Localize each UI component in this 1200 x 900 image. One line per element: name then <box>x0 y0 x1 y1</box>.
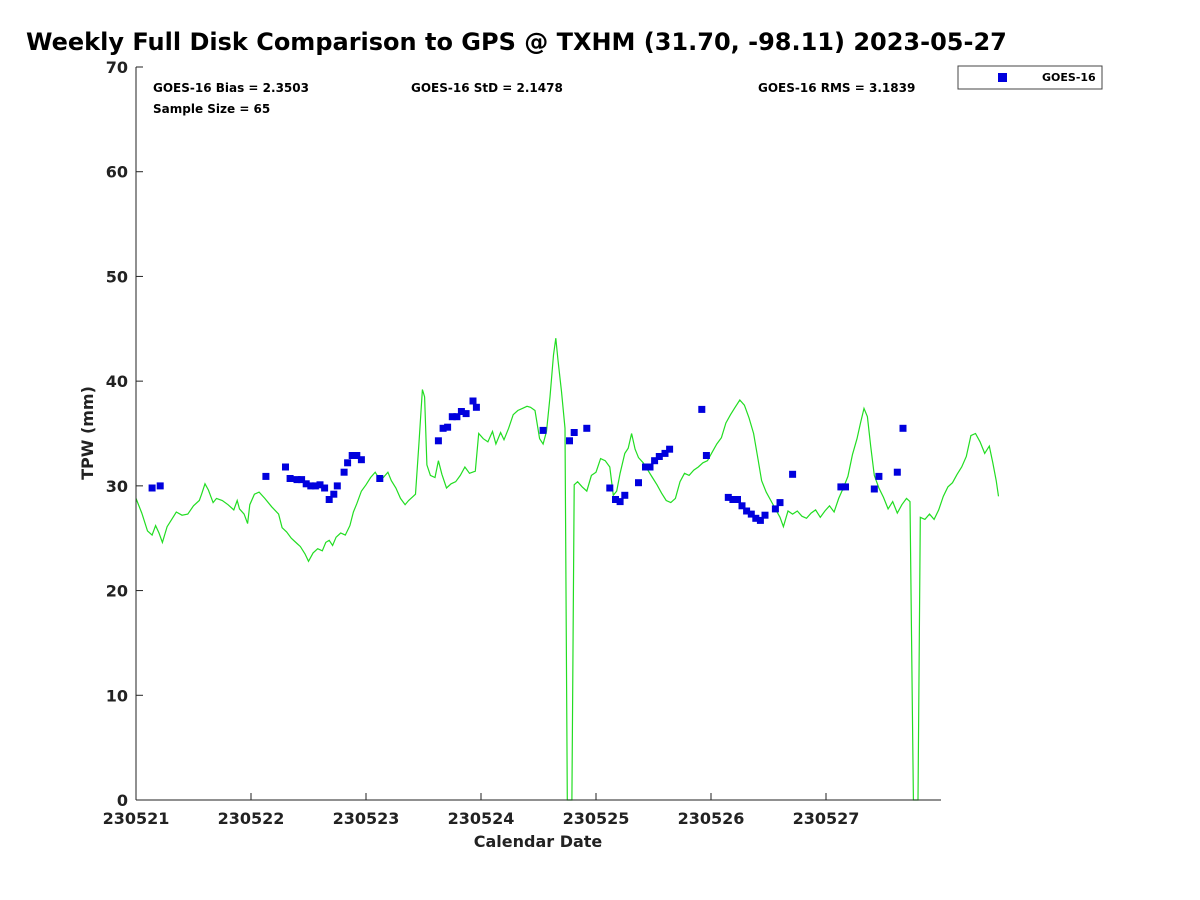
goes16-point <box>444 423 452 431</box>
goes16-point <box>702 452 710 459</box>
gps-series-line <box>135 338 1000 801</box>
goes16-point <box>330 490 338 498</box>
goes16-point <box>570 429 578 436</box>
legend-marker-goes16 <box>998 73 1007 82</box>
goes16-point <box>870 485 878 493</box>
goes16-point <box>729 496 737 503</box>
y-tick-label: 40 <box>106 372 128 391</box>
goes16-point <box>734 496 741 503</box>
x-tick-label: 230524 <box>448 809 515 828</box>
goes16-point <box>325 496 333 503</box>
goes16-point <box>621 491 629 499</box>
goes16-point <box>771 505 779 513</box>
x-tick-label: 230525 <box>563 809 630 828</box>
goes16-point <box>448 413 456 421</box>
goes16-point <box>612 496 619 503</box>
goes16-point <box>353 452 361 459</box>
goes16-point <box>752 514 760 522</box>
std-stat: GOES-16 StD = 2.1478 <box>411 81 563 95</box>
x-tick-label: 230521 <box>103 809 170 828</box>
goes16-point <box>583 424 591 432</box>
goes16-point <box>344 459 352 467</box>
goes16-point <box>738 502 746 510</box>
goes16-point <box>376 475 384 482</box>
goes16-point <box>156 482 164 490</box>
goes16-point <box>311 482 319 490</box>
x-tick-label: 230527 <box>793 809 860 828</box>
goes16-point <box>333 482 341 490</box>
y-tick-label: 50 <box>106 267 128 286</box>
goes16-point <box>472 403 480 411</box>
x-tick-label: 230522 <box>218 809 285 828</box>
y-tick-label: 60 <box>106 163 128 182</box>
bias-stat: GOES-16 Bias = 2.3503 <box>153 81 309 95</box>
goes16-point <box>651 457 659 465</box>
x-tick-label: 230526 <box>678 809 745 828</box>
goes16-point <box>148 484 156 492</box>
goes16-point <box>747 510 755 518</box>
goes16-point <box>457 408 465 415</box>
legend-label-goes16: GOES-16 <box>1042 71 1096 84</box>
legend: GOES-16 <box>957 65 1103 90</box>
goes16-point <box>642 463 649 471</box>
goes16-point <box>462 410 470 418</box>
legend-box <box>957 65 1103 90</box>
goes16-point <box>666 445 674 453</box>
y-tick-label: 0 <box>117 791 128 810</box>
goes16-point <box>539 426 547 434</box>
axes: 0 10 20 30 40 50 60 70 230521 230522 230523 230524 2… <box>103 58 941 828</box>
goes16-point <box>282 463 289 471</box>
goes16-point <box>756 516 764 524</box>
y-tick-label: 30 <box>106 477 128 496</box>
goes16-point <box>298 476 306 484</box>
goes16-point <box>262 472 270 480</box>
y-tick-label: 20 <box>106 582 128 601</box>
x-axis-label: Calendar Date <box>474 832 603 851</box>
goes16-point <box>698 405 706 413</box>
rms-stat: GOES-16 RMS = 3.1839 <box>758 81 915 95</box>
goes16-point <box>307 482 315 490</box>
x-tick-label: 230523 <box>333 809 400 828</box>
goes16-point <box>293 476 301 484</box>
plot-area <box>135 338 1000 801</box>
goes16-point <box>321 484 329 492</box>
goes16-point <box>566 437 573 445</box>
goes16-point <box>842 483 849 491</box>
goes16-point <box>453 413 461 421</box>
goes16-point <box>743 507 751 515</box>
goes16-point <box>340 468 348 476</box>
goes16-point <box>616 498 624 506</box>
goes16-point <box>761 511 769 519</box>
goes16-point <box>646 463 654 471</box>
goes16-point <box>469 397 477 405</box>
y-axis-label: TPW (mm) <box>78 386 97 480</box>
goes16-point <box>316 481 324 489</box>
goes16-point <box>893 468 901 476</box>
goes16-point <box>899 424 907 432</box>
sample-size-stat: Sample Size = 65 <box>153 102 270 116</box>
goes16-point <box>357 456 365 464</box>
y-tick-label: 10 <box>106 686 128 705</box>
goes16-point <box>661 449 669 457</box>
goes16-point <box>837 483 845 491</box>
goes16-point <box>302 480 310 488</box>
goes16-point <box>655 453 663 460</box>
chart-title: Weekly Full Disk Comparison to GPS @ TXH… <box>26 28 1007 56</box>
goes16-point <box>635 479 642 487</box>
goes16-point <box>434 437 442 445</box>
goes16-point <box>286 475 294 482</box>
goes16-point <box>875 472 883 480</box>
y-tick-label: 70 <box>106 58 128 77</box>
goes16-point <box>439 424 447 432</box>
goes16-point <box>724 493 732 501</box>
goes16-point <box>348 452 356 459</box>
goes16-point <box>606 484 614 492</box>
goes16-point <box>776 499 784 507</box>
goes16-point <box>789 470 797 478</box>
